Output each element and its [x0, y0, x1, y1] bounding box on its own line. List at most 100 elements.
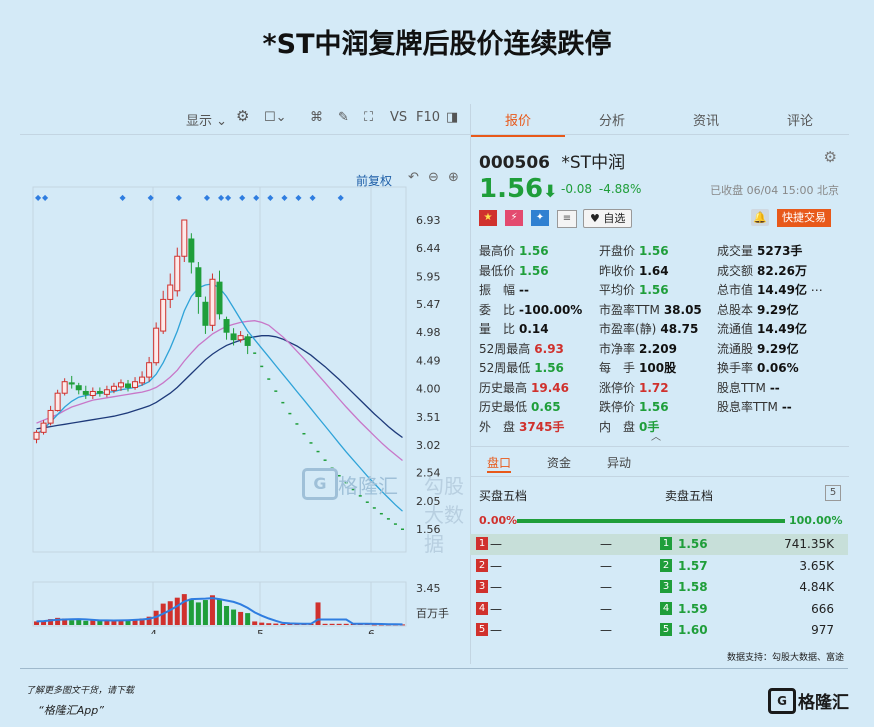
event-marker: ◆	[239, 193, 246, 202]
footer-logo-icon: G	[768, 688, 796, 714]
subtabs: 盘口 资金 异动	[471, 446, 849, 475]
quote-field: 流通值 14.49亿	[717, 320, 807, 337]
settings-icon[interactable]: ⚙	[823, 148, 837, 166]
ma-line-pink	[36, 320, 403, 462]
camera-icon[interactable]: ⌘	[310, 110, 323, 125]
orderbook-row[interactable]: 1— —1 1.56 741.35K	[470, 534, 848, 555]
bid-volume: —	[600, 537, 612, 551]
event-marker: ◆	[253, 193, 260, 202]
quote-field: 外 盘 3745手	[479, 418, 564, 435]
candle	[344, 481, 348, 484]
add-watchlist-button[interactable]: ♥ 自选	[583, 209, 633, 228]
change-value: -0.08	[561, 182, 593, 196]
draw-box-icon[interactable]: ☐⌄	[264, 110, 287, 125]
orderbook-row[interactable]: 2— —2 1.57 3.65K	[470, 556, 848, 577]
sidebar-toggle-icon[interactable]: ◨	[446, 110, 459, 125]
quote-value: 1.56	[639, 244, 669, 258]
event-marker: ◆	[281, 193, 288, 202]
ask-volume: 3.65K	[799, 558, 834, 573]
ma-line-navy	[36, 335, 403, 439]
candle	[295, 423, 299, 425]
price-tick-label: 1.56	[416, 523, 441, 536]
price-tick-label: 3.02	[416, 439, 441, 452]
event-marker: ◆	[35, 193, 42, 202]
quote-label: 历史最高	[479, 380, 528, 395]
volume-bar	[371, 624, 377, 626]
tab-analysis[interactable]: 分析	[598, 114, 625, 129]
quote-field: 成交量 5273手	[717, 242, 802, 259]
chart-area: 显示 ⌄ ⚙ ☐⌄ ⌘ ✎ ⛶ VS F10 ◨ 前复权 ↶ ⊖ ⊕ ◆ ◆ ◆ ◆ ◆…	[20, 104, 470, 664]
collapse-icon[interactable]: ︿	[651, 432, 661, 443]
volume-bar	[34, 621, 40, 625]
display-dropdown[interactable]: 显示 ⌄	[186, 114, 228, 129]
quote-field: 总市值 14.49亿 ⋯	[717, 281, 823, 298]
quote-value: 82.26万	[757, 263, 807, 278]
pencil-icon[interactable]: ✎	[338, 110, 349, 125]
fq-button[interactable]: 前复权	[356, 174, 393, 188]
event-marker: ◆	[218, 193, 225, 202]
orderbook-row[interactable]: 5— —5 1.60 977	[470, 620, 848, 641]
settings-icon[interactable]: ⚙	[236, 107, 250, 125]
quote-value: 1.56	[639, 400, 669, 414]
tab-orderbook[interactable]: 盘口	[487, 454, 512, 473]
quote-field: 股息TTM --	[717, 379, 780, 396]
tab-quote[interactable]: 报价	[471, 110, 565, 137]
volume-bar	[104, 620, 110, 625]
undo-icon[interactable]: ↶	[408, 170, 419, 185]
candle	[323, 459, 327, 461]
tag-icon[interactable]: ✦	[531, 210, 549, 226]
tab-anomaly[interactable]: 异动	[607, 456, 632, 470]
x-tick-label: 4	[150, 628, 157, 634]
watermark-logo-icon: G	[302, 468, 338, 500]
candle	[393, 523, 397, 525]
vs-button[interactable]: VS	[390, 110, 408, 125]
alert-bell-icon[interactable]: 🔔	[751, 209, 769, 226]
candle	[267, 378, 271, 380]
zoom-out-icon[interactable]: ⊖	[428, 170, 439, 185]
tab-news[interactable]: 资讯	[692, 114, 719, 129]
quote-field: 跌停价 1.56	[599, 398, 669, 415]
event-marker: ◆	[309, 193, 316, 202]
candle	[195, 267, 202, 298]
candle	[82, 390, 89, 395]
volume-bar	[195, 602, 201, 625]
data-source: 数据支持：勾股大数据、富途	[726, 653, 844, 663]
quick-trade-button[interactable]: 快捷交易	[777, 209, 831, 227]
ask-volume: 977	[811, 623, 834, 638]
orderbook-row[interactable]: 3— —3 1.58 4.84K	[470, 577, 848, 598]
quote-value: 9.29亿	[757, 302, 799, 317]
candle	[372, 507, 376, 509]
price-tick-label: 3.51	[416, 411, 441, 424]
orderbook-row[interactable]: 4— —4 1.59 666	[470, 599, 848, 620]
quote-label: 委 比	[479, 302, 516, 317]
quote-label: 振 幅	[479, 283, 516, 297]
candle	[40, 422, 47, 433]
zoom-in-icon[interactable]: ⊕	[448, 170, 459, 185]
quote-label: 总市值	[717, 283, 754, 297]
tab-capital[interactable]: 资金	[547, 456, 572, 470]
tab-comments[interactable]: 评论	[786, 114, 813, 129]
ask-price: 1.58	[678, 580, 708, 595]
volume-bar	[231, 609, 237, 625]
quote-label: 最低价	[479, 263, 516, 278]
fullscreen-icon[interactable]: ⛶	[364, 110, 374, 125]
volume-bar	[69, 620, 75, 625]
sell-pct: 100.00%	[789, 514, 843, 527]
stock-panel: 显示 ⌄ ⚙ ☐⌄ ⌘ ✎ ⛶ VS F10 ◨ 前复权 ↶ ⊖ ⊕ ◆ ◆ ◆ ◆ ◆…	[20, 104, 849, 664]
notes-icon[interactable]: ≡	[557, 210, 577, 228]
quote-field: 每 手 100股	[599, 359, 676, 376]
f10-button[interactable]: F10	[416, 110, 441, 125]
quote-label: 总股本	[717, 302, 754, 317]
volume-bar	[55, 617, 61, 625]
volume-bar	[287, 623, 293, 625]
x-tick-label: 6	[368, 628, 375, 634]
quote-label: 股息TTM	[717, 380, 766, 395]
candlestick-chart[interactable]: ◆ ◆ ◆ ◆ ◆ ◆ ◆ ◆ ◆ ◆ ◆ ◆ ◆ ◆ ◆6.936.445.955.474.984.494…	[20, 104, 470, 634]
x-tick-label: 5	[257, 628, 264, 634]
price-tick-label: 2.54	[416, 467, 441, 480]
more-icon[interactable]: ⋯	[806, 283, 823, 297]
quote-field: 委 比 -100.00%	[479, 301, 582, 318]
chart-frame	[32, 186, 407, 553]
depth-count-button[interactable]: 5	[825, 485, 841, 501]
candle	[309, 442, 313, 444]
